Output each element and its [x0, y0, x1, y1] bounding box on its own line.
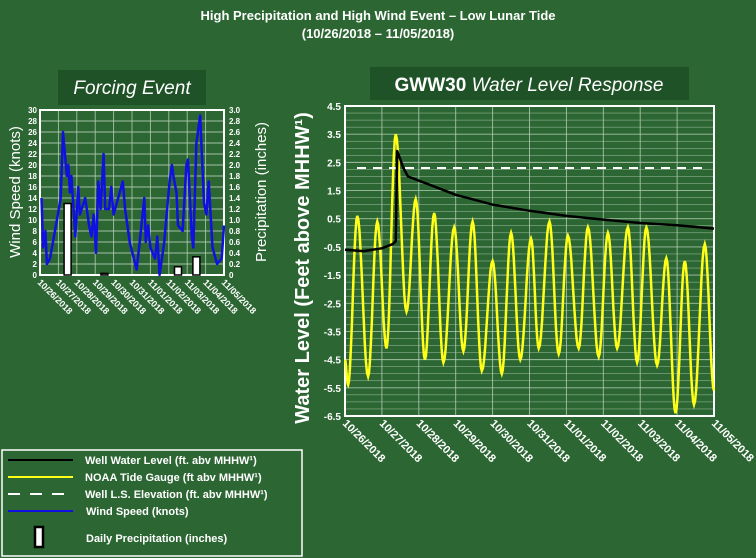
right-y-tick-label: 1.6: [229, 183, 241, 192]
y-tick-label: -0.5: [324, 243, 342, 254]
y-tick-label: 0.5: [327, 215, 341, 226]
figure-subtitle: (10/26/2018 – 11/05/2018): [302, 26, 455, 41]
left-title-box: [58, 70, 206, 105]
y-tick-label: -1.5: [324, 271, 342, 282]
legend-box: [1, 449, 303, 557]
forcing-event-chart: 10/26/201810/27/201810/28/201810/29/2018…: [28, 106, 258, 316]
right-y-tick-label: 0.6: [229, 238, 241, 247]
left-chart-title: Forcing Event: [73, 78, 191, 99]
y-tick-label: -6.5: [324, 412, 342, 423]
left-y-tick-label: 24: [28, 139, 37, 148]
right-y-tick-label: 2.4: [229, 139, 241, 148]
y-tick-label: 1.5: [327, 187, 341, 198]
left-y-tick-label: 16: [28, 183, 37, 192]
legend-label-wind: Wind Speed (knots): [86, 506, 189, 518]
left-y-tick-label: 14: [28, 194, 37, 203]
tide-gauge-line: [343, 133, 716, 414]
right-y-tick-label: 0.4: [229, 249, 241, 258]
right-y-tick-label: 0: [229, 271, 234, 280]
y-tick-label: -5.5: [324, 384, 342, 395]
left-y-tick-label: 26: [28, 128, 37, 137]
right-title-box: [370, 67, 689, 100]
left-y-tick-label: 2: [33, 260, 38, 269]
plot-border: [39, 109, 225, 276]
legend-label-precip: Daily Precipitation (inches): [86, 533, 228, 545]
precipitation-bar: [100, 272, 109, 276]
y-tick-label: 2.5: [327, 158, 341, 169]
left-y-tick-label: 20: [28, 161, 37, 170]
right-title-italic: Water Level Response: [472, 75, 664, 96]
left-y-tick-label: 0: [33, 271, 38, 280]
right-y-tick-label: 2.8: [229, 117, 241, 126]
right-y-tick-label: 0.8: [229, 227, 241, 236]
precipitation-bar: [192, 256, 201, 276]
legend-label-ls: Well L.S. Elevation (ft. abv MHHW¹): [85, 489, 268, 501]
legend: Well Water Level (ft. abv MHHW¹) NOAA Ti…: [1, 449, 303, 557]
left-y-tick-label: 12: [28, 205, 37, 214]
water-level-chart: 10/26/201810/27/201810/28/201810/29/2018…: [324, 102, 756, 465]
y-tick-label: -3.5: [324, 327, 342, 338]
left-y-tick-label: 18: [28, 172, 37, 181]
right-y-tick-label: 2.0: [229, 161, 241, 170]
right-y-tick-label: 2.6: [229, 128, 241, 137]
y-tick-label: -4.5: [324, 356, 342, 367]
well-water-level-line: [344, 149, 715, 253]
right-y-tick-label: 1.2: [229, 205, 241, 214]
right-y-axis-label: Precipitation (inches): [253, 122, 270, 262]
right-title-bold: GWW30: [395, 75, 467, 96]
left-y-tick-label: 8: [33, 227, 38, 236]
legend-label-tide: NOAA Tide Gauge (ft abv MHHW¹): [85, 472, 262, 484]
right-y-tick-label: 1.0: [229, 216, 241, 225]
left-y-tick-label: 10: [28, 216, 37, 225]
legend-swatch-precip: [33, 525, 45, 549]
left-y-tick-label: 30: [28, 106, 37, 115]
left-y-tick-label: 28: [28, 117, 37, 126]
plot-border: [344, 105, 715, 417]
y-tick-label: 4.5: [327, 102, 341, 113]
left-y-tick-label: 22: [28, 150, 37, 159]
right-y-tick-label: 1.4: [229, 194, 241, 203]
left-y-axis-label: Wind Speed (knots): [7, 126, 24, 258]
legend-label-well: Well Water Level (ft. abv MHHW¹): [85, 455, 257, 467]
y-tick-label: 3.5: [327, 130, 341, 141]
figure-title: High Precipitation and High Wind Event –…: [201, 8, 556, 23]
precipitation-bar: [63, 202, 72, 276]
right-y-tick-label: 2.2: [229, 150, 241, 159]
left-y-tick-label: 6: [33, 238, 38, 247]
wind-speed-line: [40, 114, 226, 277]
right-y-tick-label: 3.0: [229, 106, 241, 115]
left-y-tick-label: 4: [33, 249, 38, 258]
right-y-tick-label: 0.2: [229, 260, 241, 269]
right-y-tick-label: 1.8: [229, 172, 241, 181]
right-chart-title: GWW30 Water Level Response: [395, 75, 664, 96]
precipitation-bar: [173, 266, 183, 276]
y-tick-label: -2.5: [324, 299, 342, 310]
water-level-axis-label: Water Level (Feet above MHHW¹): [292, 112, 314, 424]
